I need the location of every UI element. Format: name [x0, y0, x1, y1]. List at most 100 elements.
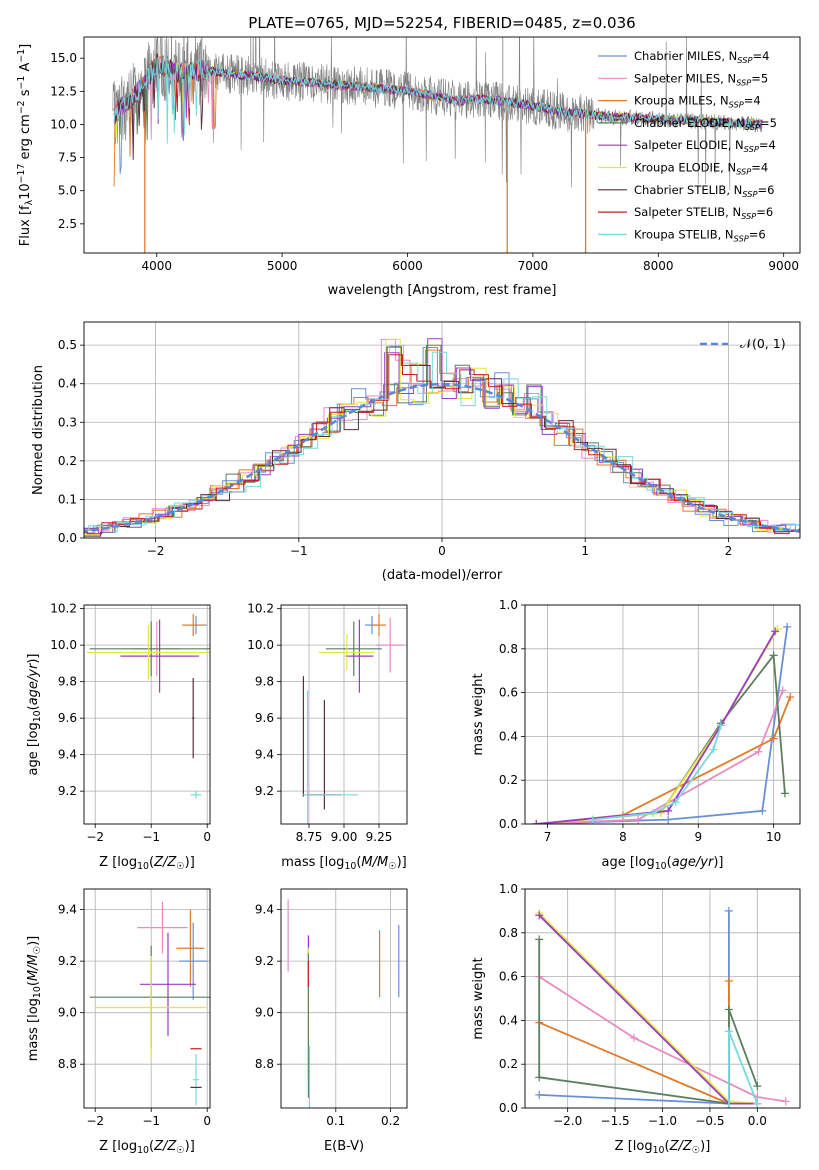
x-tick-label: 8.75	[296, 830, 323, 844]
marker-plus	[532, 820, 541, 824]
x-axis-label: E(B-V)	[324, 1139, 364, 1154]
marker-plus	[724, 1005, 733, 1014]
y-tick-label: 9.4	[255, 903, 274, 917]
marker-plus	[649, 809, 658, 818]
marker-plus	[535, 935, 544, 944]
marker-plus	[656, 809, 665, 818]
axes-frame-mass-vs-ebv	[280, 888, 408, 1109]
marker-plus	[671, 798, 680, 807]
model-spectrum-kroupa-stelib	[113, 56, 763, 144]
axes-frame-spectrum	[83, 36, 801, 254]
y-tick-label: 0.8	[499, 642, 518, 656]
x-tick-label: 7000	[518, 259, 549, 273]
y-tick-label: 0.4	[499, 1013, 518, 1027]
x-axis-label: Z [log10(Z/Z☉)]	[615, 1139, 711, 1156]
y-tick-label: 0.8	[499, 926, 518, 940]
y-tick-label: 5.0	[58, 184, 77, 198]
x-tick-label: 0.1	[326, 1114, 345, 1128]
y-axis-label: mass weight	[471, 957, 486, 1039]
y-tick-label: 9.8	[255, 675, 274, 689]
y-axis-label: mass [log10(M/M☉)]	[26, 936, 43, 1062]
marker-plus	[781, 1097, 790, 1106]
plot-area-massweight-vs-age	[532, 622, 795, 824]
x-tick-label: 0	[203, 830, 211, 844]
marker-plus	[716, 721, 725, 730]
mass-weight-line-kroupa-stelib	[592, 725, 722, 821]
legend-entry: Kroupa ELODIE, NSSP=4	[634, 161, 768, 177]
x-tick-label: 8	[619, 830, 627, 844]
x-tick-label: −1.0	[648, 1114, 677, 1128]
plot-area-mass-vs-ebv	[287, 899, 400, 1108]
y-tick-label: 9.2	[255, 954, 274, 968]
y-tick-label: 9.2	[58, 954, 77, 968]
mass-weight-line-salpeter-elodie	[536, 630, 776, 824]
marker-plus	[634, 815, 643, 824]
x-tick-label: 9.25	[366, 830, 393, 844]
mass-weight-line-salpeter-elodie	[538, 914, 758, 1105]
marker-plus	[754, 747, 763, 756]
marker-plus	[588, 815, 597, 824]
y-tick-label: 0.0	[499, 1101, 518, 1115]
x-tick-label: 2	[725, 544, 733, 558]
y-axis-label: Flux [fλ10−17 erg cm−2 s−1 A−1]	[16, 44, 35, 246]
mass-weight-line-kroupa-elodie	[538, 912, 758, 1105]
marker-plus	[630, 1033, 639, 1042]
marker-plus	[771, 627, 780, 636]
y-axis-label: Normed distribution	[31, 365, 46, 495]
y-tick-label: 0.4	[499, 729, 518, 743]
plot-area-age-vs-mass	[302, 614, 405, 824]
legend-entry: Chabrier MILES, NSSP=4	[634, 49, 769, 65]
y-tick-label: 0.6	[499, 686, 518, 700]
legend-entry: Salpeter STELIB, NSSP=6	[634, 205, 773, 221]
legend-entry: Salpeter ELODIE, NSSP=4	[634, 138, 776, 154]
grid-layer	[84, 322, 800, 1109]
y-tick-label: 9.6	[255, 711, 274, 725]
marker-plus	[758, 806, 767, 815]
x-axis-label: Z [log10(Z/Z☉)]	[99, 855, 195, 872]
marker-plus	[724, 1104, 733, 1108]
x-tick-label: 10	[766, 830, 781, 844]
x-tick-label: 0	[203, 1114, 211, 1128]
y-axis-label: age [log10(age/yr)]	[26, 653, 43, 775]
data-layer	[84, 37, 800, 1108]
y-tick-label: 7.5	[58, 151, 77, 165]
y-tick-label: 15.0	[50, 51, 77, 65]
y-tick-label: 12.5	[50, 84, 77, 98]
y-tick-label: 10.0	[50, 638, 77, 652]
marker-plus	[753, 1099, 762, 1108]
marker-plus	[535, 1073, 544, 1082]
x-tick-label: −2	[86, 830, 104, 844]
residual-histogram-kroupa-stelib	[84, 345, 800, 533]
y-tick-label: 0.2	[499, 773, 518, 787]
residual-histogram-salpeter-miles	[84, 339, 800, 534]
y-tick-label: 0.6	[499, 970, 518, 984]
x-tick-label: −0.5	[695, 1114, 724, 1128]
x-tick-label: −2	[147, 544, 165, 558]
y-tick-label: 9.4	[58, 903, 77, 917]
x-tick-label: 4000	[141, 259, 172, 273]
x-axis-label: age [log10(age/yr)]	[601, 855, 723, 872]
plot-area-residuals	[84, 338, 800, 537]
y-tick-label: 1.0	[499, 598, 518, 612]
marker-plus	[778, 686, 787, 695]
x-tick-label: 0.0	[748, 1114, 767, 1128]
x-tick-label: −2	[86, 1114, 104, 1128]
marker-plus	[780, 789, 789, 798]
axes-frame-massweight-vs-age	[524, 604, 801, 825]
y-tick-label: 9.6	[58, 711, 77, 725]
x-tick-label: 9000	[768, 259, 799, 273]
y-tick-label: 9.4	[58, 748, 77, 762]
y-tick-label: 0.0	[499, 817, 518, 831]
y-tick-label: 1.0	[499, 882, 518, 896]
plot-area-massweight-vs-Z	[535, 906, 790, 1108]
x-tick-label: −2.0	[553, 1114, 582, 1128]
axes-frame-mass-vs-Z	[83, 888, 211, 1109]
frames-layer	[80, 36, 801, 1112]
x-tick-label: 6000	[392, 259, 423, 273]
y-tick-label: 0.3	[58, 415, 77, 429]
legend-entry: Salpeter MILES, NSSP=5	[634, 71, 768, 87]
marker-plus	[769, 651, 778, 660]
mass-weight-line-salpeter-miles	[536, 690, 784, 824]
legend-entry: Kroupa MILES, NSSP=4	[634, 94, 761, 110]
x-tick-label: 9.00	[331, 830, 358, 844]
